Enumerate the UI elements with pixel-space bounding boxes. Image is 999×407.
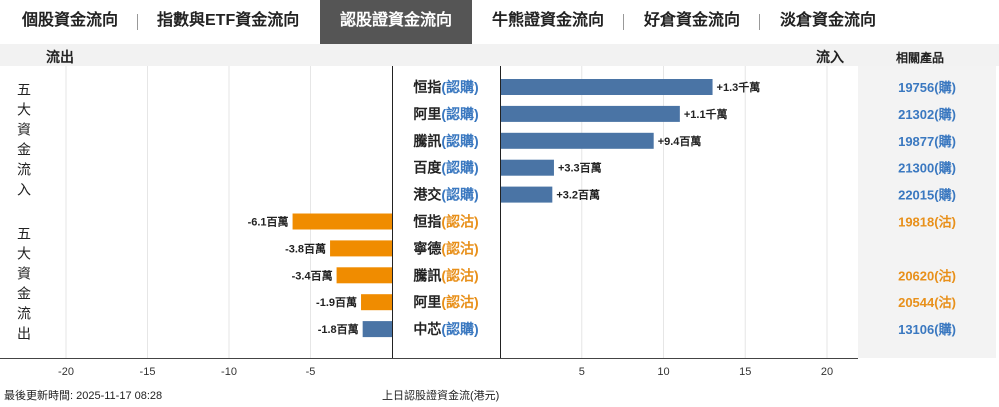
inflow-bar: [501, 159, 554, 176]
chart-header: 流出 流入 相關產品: [0, 44, 999, 66]
tab-stock-flow[interactable]: 個股資金流向: [0, 0, 138, 44]
row-label: 騰訊(認購): [413, 133, 478, 149]
outflow-bar: [362, 321, 392, 338]
tab-short-flow[interactable]: 淡倉資金流向: [760, 0, 920, 44]
outflow-bar: [292, 213, 392, 230]
data-label: -1.8百萬: [318, 322, 359, 336]
related-products-header: 相關產品: [896, 51, 945, 65]
data-label: +1.1千萬: [684, 107, 728, 121]
data-label: -3.4百萬: [292, 268, 333, 282]
x-tick-label: 20: [821, 366, 833, 378]
outflow-bar: [330, 240, 392, 257]
data-label: -1.9百萬: [316, 295, 357, 309]
tab-index-etf-flow[interactable]: 指數與ETF資金流向: [138, 0, 320, 44]
row-label: 港交(認購): [413, 187, 478, 203]
top5-inflow-label: 五大資金流入: [16, 82, 32, 202]
row-label: 中芯(認購): [413, 321, 478, 337]
data-label: +9.4百萬: [658, 134, 702, 148]
row-label: 阿里(認購): [413, 106, 478, 122]
tab-label: 淡倉資金流向: [780, 12, 877, 29]
top5-outflow-label: 五大資金流出: [16, 226, 32, 346]
x-tick-label: -10: [221, 366, 237, 378]
x-tick-label: 15: [739, 366, 751, 378]
x-tick-label: 10: [657, 366, 669, 378]
row-label: 恒指(認購): [413, 79, 478, 95]
tab-label: 個股資金流向: [22, 12, 119, 29]
tab-cbbc-flow[interactable]: 牛熊證資金流向: [472, 0, 624, 44]
tab-label: 牛熊證資金流向: [492, 12, 605, 29]
tab-bar: 個股資金流向 指數與ETF資金流向 認股證資金流向 牛熊證資金流向 好倉資金流向…: [0, 0, 999, 44]
x-tick-label: 5: [579, 366, 585, 378]
inflow-bar: [501, 105, 680, 122]
row-label: 寧德(認沽): [413, 240, 478, 256]
last-updated: 最後更新時間: 2025-11-17 08:28: [4, 390, 163, 402]
x-tick-label: -15: [140, 366, 156, 378]
tab-warrant-flow[interactable]: 認股證資金流向: [320, 0, 472, 44]
outflow-bar: [361, 294, 392, 311]
tab-label: 好倉資金流向: [644, 12, 741, 29]
x-tick-label: -20: [58, 366, 74, 378]
inflow-bar: [501, 186, 553, 203]
row-label: 百度(認購): [413, 160, 478, 176]
data-label: +3.2百萬: [556, 188, 600, 202]
tab-long-flow[interactable]: 好倉資金流向: [624, 0, 760, 44]
inflow-bar: [501, 132, 654, 149]
outflow-header: 流出: [46, 49, 74, 65]
inflow-header: 流入: [816, 49, 844, 65]
data-label: +3.3百萬: [558, 161, 602, 175]
inflow-bar: [501, 79, 713, 95]
tab-label: 認股證資金流向: [340, 12, 453, 29]
tab-divider: [759, 14, 760, 30]
related-products-panel: [858, 66, 996, 358]
tab-label: 指數與ETF資金流向: [157, 12, 300, 29]
data-label: -6.1百萬: [248, 215, 289, 229]
row-label: 恒指(認沽): [413, 214, 478, 230]
x-tick-label: -5: [306, 366, 316, 378]
tab-divider: [623, 14, 624, 30]
outflow-bar: [336, 267, 392, 284]
data-label: +1.3千萬: [717, 80, 761, 94]
data-label: -3.8百萬: [285, 241, 326, 255]
row-label: 阿里(認沽): [413, 294, 478, 310]
chart-caption: 上日認股證資金流(港元): [382, 390, 500, 402]
row-label: 騰訊(認沽): [413, 267, 478, 283]
tab-divider: [137, 14, 138, 30]
